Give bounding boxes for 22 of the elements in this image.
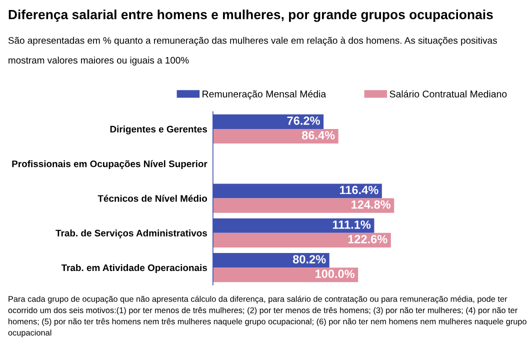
y-tick-label: Técnicos de Nível Médio	[98, 194, 208, 202]
text: Para cada grupo de ocupação que não apresenta cálculo da diferença, para salário de contratação ou para remuneração média, pode ter ocorrido um dos seis motivos:(1) por ter menos de três mulheres; (2) por ter menos de três homens; (3) por não ter mulheres; (4) por não ter homens; (5) por não ter três homens nem três mulheres naquele grupo ocupacional; (6) por não ter nem homens nem mulheres naquele grupo ocupacional	[8, 296, 526, 338]
data-label: 124.8%	[352, 200, 391, 209]
data-label: 76.2%	[287, 116, 320, 125]
data-label: 111.1%	[332, 220, 371, 229]
bar	[212, 232, 391, 248]
bar	[212, 128, 338, 144]
data-label: 116.4%	[340, 186, 378, 194]
legend-label: Salário Contratual Mediano	[390, 90, 507, 98]
bar	[212, 198, 394, 213]
y-tick-label: Trab. de Serviços Administrativos	[56, 230, 207, 238]
data-label: 122.6%	[348, 235, 388, 244]
bar	[212, 268, 358, 282]
chart-subtitle: São apresentadas em % quanto a remuneração das mulheres vale em relação à dos homens. As situações positivas mostram valores maiores ou iguais a 100%	[8, 36, 497, 66]
data-label: 86.4%	[302, 131, 335, 140]
legend-label: Remuneração Mensal Média	[202, 90, 326, 100]
data-label: 100.0%	[316, 270, 355, 278]
y-tick-label: Profissionais em Ocupações Nível Superior	[12, 160, 208, 170]
chart-title: Diferença salarial entre homens e mulheres, por grande grupos ocupacionais	[8, 10, 493, 22]
data-label: 80.2%	[292, 255, 326, 264]
y-tick-label: Trab. em Atividade Operacionais	[61, 264, 207, 273]
y-tick-label: Dirigentes e Gerentes	[110, 126, 207, 134]
